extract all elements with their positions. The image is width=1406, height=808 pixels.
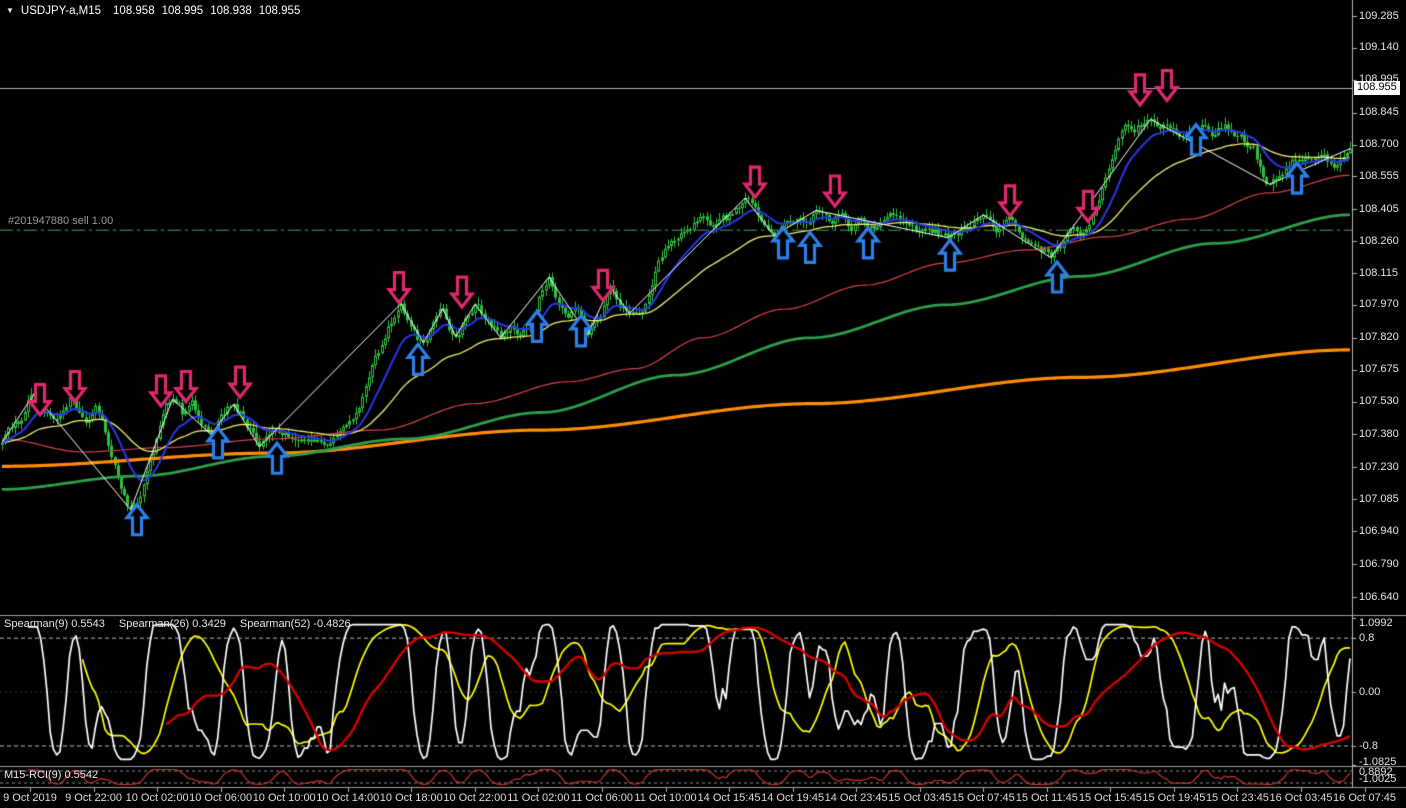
time-axis-label: 10 Oct 22:00 [443, 792, 507, 804]
time-axis-label: 15 Oct 07:45 [951, 792, 1015, 804]
symbol-info-line: ▼ USDJPY-a,M15 108.958 108.995 108.938 108.95… [6, 4, 307, 18]
spearman-axis-label: -1.0825 [1359, 756, 1397, 768]
time-axis-label: 15 Oct 11:45 [1015, 792, 1078, 804]
time-axis-label: 9 Oct 22:00 [65, 792, 122, 804]
spearman9-label: Spearman(9) 0.5543 [4, 618, 105, 630]
price-axis-label: 108.115 [1359, 266, 1398, 279]
dropdown-triangle-icon: ▼ [6, 6, 14, 15]
time-axis-label: 14 Oct 19:45 [761, 792, 825, 804]
price-axis-label: 109.140 [1359, 41, 1399, 54]
time-axis-label: 16 Oct 03:45 [1269, 792, 1333, 804]
ohlc-low: 108.938 [210, 5, 252, 17]
time-axis[interactable]: 9 Oct 2019 9 Oct 22:00 10 Oct 02:00 10 Oct … [0, 790, 1406, 808]
ohlc-close: 108.955 [258, 5, 301, 17]
time-axis-label: 10 Oct 18:00 [379, 792, 443, 804]
ohlc-high: 108.995 [161, 5, 204, 17]
time-axis-label: 10 Oct 10:00 [252, 792, 316, 804]
price-axis-label: 106.790 [1359, 557, 1399, 570]
current-price-tag: 108.955 [1354, 81, 1400, 96]
rci-indicator-label: M15-RCI(9) 0.5542 [4, 769, 99, 781]
time-axis-label: 11 Oct 02:00 [507, 792, 570, 804]
rci-axis-label: -1.0025 [1359, 773, 1397, 785]
time-axis-label: 15 Oct 23:45 [1205, 792, 1269, 804]
time-axis-label: 15 Oct 15:45 [1078, 792, 1142, 804]
spearman52-label: Spearman(52) -0.4826 [239, 618, 351, 630]
time-axis-label: 10 Oct 06:00 [189, 792, 253, 804]
spearman-axis-label: -0.8 [1359, 739, 1378, 752]
ohlc-open: 108.958 [113, 5, 155, 17]
time-axis-label: 14 Oct 23:45 [824, 792, 888, 804]
price-axis-label: 107.085 [1359, 492, 1399, 505]
price-axis-label: 106.640 [1359, 590, 1399, 603]
price-axis-label: 109.285 [1359, 9, 1399, 22]
price-axis-label: 107.230 [1359, 460, 1399, 473]
time-axis-label: 9 Oct 2019 [3, 792, 57, 804]
time-axis-label: 11 Oct 10:00 [634, 792, 697, 804]
price-axis-label: 107.380 [1359, 427, 1399, 440]
price-axis-label: 106.940 [1359, 524, 1399, 537]
spearman-axis-label: 0.00 [1359, 686, 1381, 699]
spearman-axis-label: 0.8 [1359, 632, 1375, 645]
time-axis-label: 11 Oct 06:00 [570, 792, 634, 804]
price-axis-label: 108.405 [1359, 202, 1399, 215]
symbol-label: USDJPY-a,M15 [20, 5, 102, 17]
price-axis-label: 108.700 [1359, 138, 1399, 150]
time-axis-label: 15 Oct 19:45 [1142, 792, 1206, 804]
spearman-indicator-label: Spearman(9) 0.5543 Spearman(26) 0.3429 Spe… [4, 618, 365, 631]
rci-axis-label: 0.8892 [1359, 766, 1393, 778]
price-axis-label: 108.845 [1359, 106, 1399, 119]
time-axis-label: 14 Oct 15:45 [697, 792, 761, 804]
time-axis-label: 10 Oct 02:00 [125, 792, 189, 804]
price-axis-label: 108.260 [1359, 234, 1399, 247]
price-axis-label: 107.820 [1359, 331, 1399, 344]
price-axis[interactable]: 109.285 109.140 108.995 108.845 108.700 108.5… [1352, 0, 1406, 788]
order-line-label: #201947880 sell 1.00 [8, 215, 114, 228]
time-axis-label: 10 Oct 14:00 [316, 792, 380, 804]
time-axis-label: 15 Oct 03:45 [888, 792, 952, 804]
price-axis-label: 107.530 [1359, 395, 1399, 407]
price-axis-label: 108.555 [1359, 169, 1399, 182]
spearman-axis-label: 1.0992 [1359, 617, 1393, 629]
price-axis-label: 107.675 [1359, 363, 1399, 376]
spearman26-label: Spearman(26) 0.3429 [118, 618, 226, 630]
price-axis-label: 107.970 [1359, 298, 1399, 311]
time-axis-label: 16 Oct 07:45 [1333, 792, 1397, 804]
